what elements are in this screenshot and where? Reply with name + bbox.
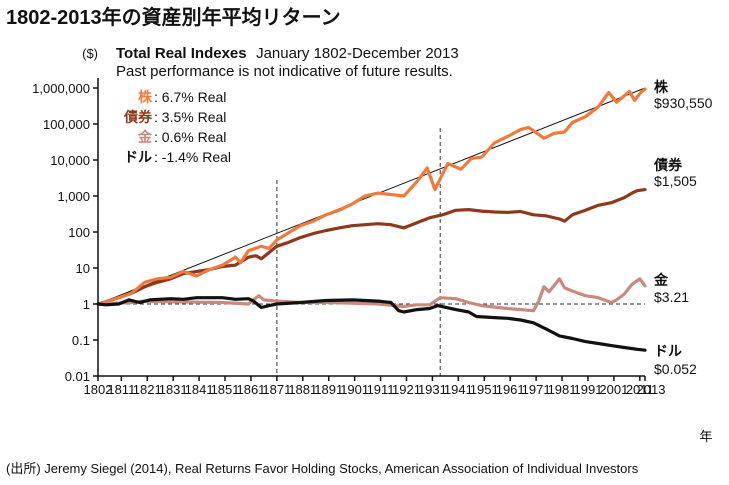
legend-name: 金 bbox=[137, 129, 153, 145]
x-tick-label: 1971 bbox=[522, 382, 551, 397]
y-tick-label: 1,000 bbox=[57, 189, 90, 204]
legend-entry-0: 株 bbox=[138, 89, 153, 105]
series-end-value-2: $3.21 bbox=[654, 289, 689, 305]
x-tick-label: 1861 bbox=[236, 382, 265, 397]
x-tick-label: 1821 bbox=[133, 382, 162, 397]
series-end-value-1: $1,505 bbox=[654, 173, 697, 189]
x-tick-label: 1961 bbox=[496, 382, 525, 397]
series-line-2 bbox=[96, 277, 647, 313]
series-line-1 bbox=[96, 188, 647, 306]
legend-name: 債券 bbox=[123, 109, 153, 125]
unit-label: ($) bbox=[82, 46, 98, 61]
x-tick-label: 1911 bbox=[367, 382, 395, 397]
x-tick-label: 1901 bbox=[340, 382, 369, 397]
y-tick-label: 10,000 bbox=[50, 153, 90, 168]
y-tick-label: 10 bbox=[76, 261, 90, 276]
x-tick-label: 1891 bbox=[314, 382, 343, 397]
x-tick-label: 1841 bbox=[185, 382, 214, 397]
x-tick-label: 2013 bbox=[637, 382, 666, 397]
y-tick-label: 100,000 bbox=[43, 117, 90, 132]
series-line-0 bbox=[96, 87, 647, 306]
y-tick-label: 1,000,000 bbox=[32, 81, 90, 96]
x-tick-label: 1831 bbox=[159, 382, 188, 397]
series-name-label-2: 金 bbox=[653, 272, 669, 288]
legend-name: ドル bbox=[124, 149, 152, 165]
chart-title-line: Total Real Indexes January 1802-December… bbox=[116, 45, 459, 62]
series-name-label-1: 債券 bbox=[653, 157, 683, 173]
end-labels: 株$930,550 債券$1,505 金$3.21 ドル $0.052 bbox=[653, 79, 713, 377]
legend-value-0: : 6.7% Real bbox=[154, 89, 226, 105]
legend-value-1: : 3.5% Real bbox=[154, 109, 226, 125]
series-line-3 bbox=[96, 296, 647, 352]
series-lines bbox=[96, 87, 647, 352]
x-tick-label: 1811 bbox=[107, 382, 135, 397]
y-tick-label: 0.01 bbox=[65, 369, 90, 384]
x-tick-label: 1951 bbox=[470, 382, 499, 397]
source-note: (出所) Jeremy Siegel (2014), Real Returns … bbox=[6, 461, 639, 476]
legend-entry-3: ドル bbox=[124, 149, 152, 165]
page-title: 1802-2013年の資産別年平均リターン bbox=[6, 5, 341, 29]
series-end-value-3: $0.052 bbox=[654, 361, 697, 377]
x-tick-label: 1941 bbox=[444, 382, 473, 397]
chart-title-suffix: January 1802-December 2013 bbox=[256, 45, 459, 62]
y-tick-label: 1 bbox=[83, 297, 90, 312]
y-tick-label: 0.1 bbox=[72, 333, 90, 348]
series-name-label-0: 株 bbox=[654, 79, 669, 95]
x-tick-label: 1921 bbox=[392, 382, 421, 397]
legend-entry-1: 債券 bbox=[123, 109, 153, 125]
axes: 1,000,000 100,000 10,000 1,000 100 10 1 0.1 0.01… bbox=[32, 78, 665, 397]
x-tick-label: 2011 bbox=[626, 382, 654, 397]
x-tick-label: 1931 bbox=[418, 382, 447, 397]
x-tick-label: 2001 bbox=[599, 382, 628, 397]
chart-title: Total Real Indexes bbox=[116, 45, 247, 62]
legend-name: 株 bbox=[138, 89, 153, 105]
legend-value-3: : -1.4% Real bbox=[154, 149, 231, 165]
x-tick-label: 1881 bbox=[288, 382, 317, 397]
x-tick-label: 1802 bbox=[84, 382, 113, 397]
x-tick-label: 1991 bbox=[574, 382, 603, 397]
series-name-label-3: ドル bbox=[654, 343, 682, 359]
y-tick-label: 100 bbox=[68, 225, 90, 240]
chart-subtitle: Past performance is not indicative of fu… bbox=[116, 63, 453, 80]
series-end-value-0: $930,550 bbox=[654, 95, 713, 111]
x-tick-label: 1851 bbox=[211, 382, 240, 397]
legend-value-2: : 0.6% Real bbox=[154, 129, 226, 145]
legend-entry-2: 金 bbox=[137, 129, 153, 145]
x-tick-label: 1981 bbox=[548, 382, 577, 397]
x-tick-label: 1871 bbox=[262, 382, 291, 397]
year-unit-label: 年 bbox=[699, 429, 712, 444]
